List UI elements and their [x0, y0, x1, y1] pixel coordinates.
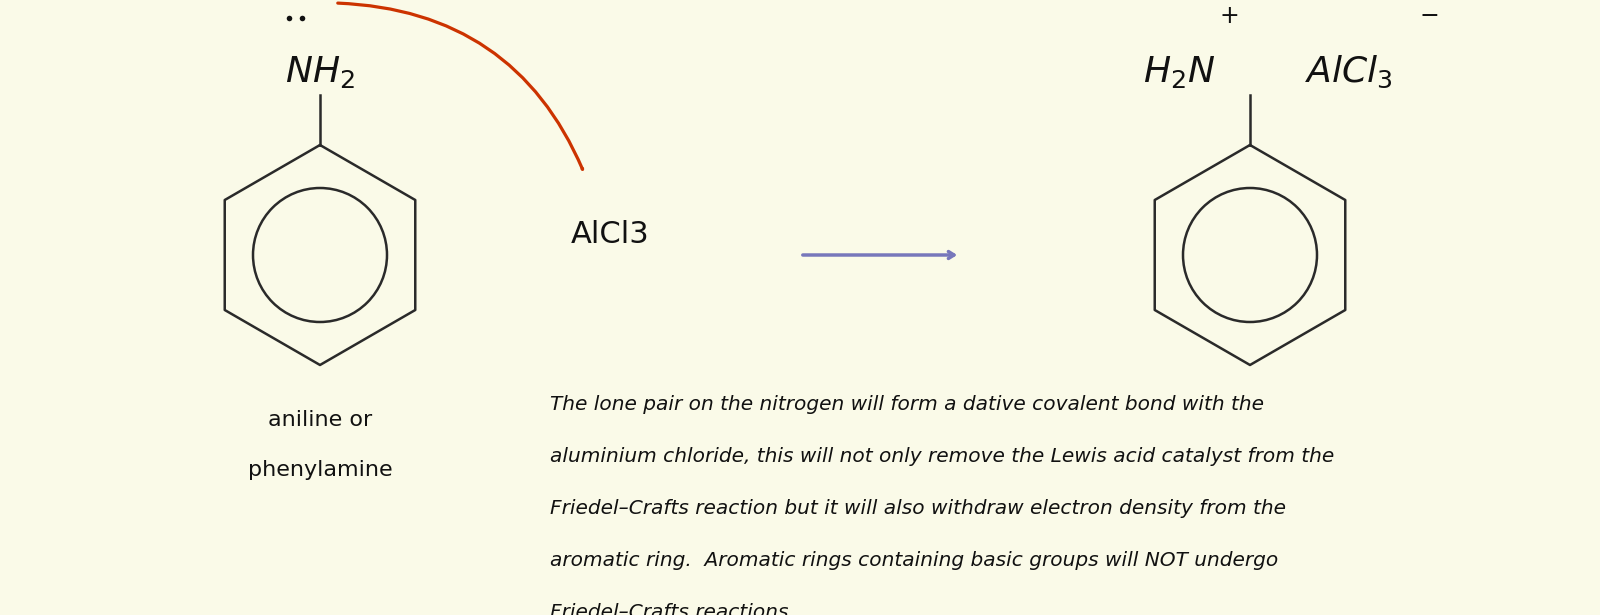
Text: $AlCl_3$: $AlCl_3$ [1306, 54, 1394, 90]
Text: Friedel–Crafts reaction but it will also withdraw electron density from the: Friedel–Crafts reaction but it will also… [550, 499, 1286, 518]
Text: Friedel–Crafts reactions.: Friedel–Crafts reactions. [550, 603, 795, 615]
Text: −: − [1421, 4, 1440, 28]
Text: AlCl3: AlCl3 [571, 220, 650, 249]
Text: aniline or: aniline or [267, 410, 373, 430]
Text: $H_2N$: $H_2N$ [1142, 54, 1214, 90]
FancyArrowPatch shape [338, 3, 582, 169]
Text: +: + [1221, 4, 1240, 28]
Text: aromatic ring.  Aromatic rings containing basic groups will NOT undergo: aromatic ring. Aromatic rings containing… [550, 551, 1278, 570]
Text: The lone pair on the nitrogen will form a dative covalent bond with the: The lone pair on the nitrogen will form … [550, 395, 1264, 414]
Text: phenylamine: phenylamine [248, 460, 392, 480]
Text: $NH_2$: $NH_2$ [285, 54, 355, 90]
Text: aluminium chloride, this will not only remove the Lewis acid catalyst from the: aluminium chloride, this will not only r… [550, 447, 1334, 466]
